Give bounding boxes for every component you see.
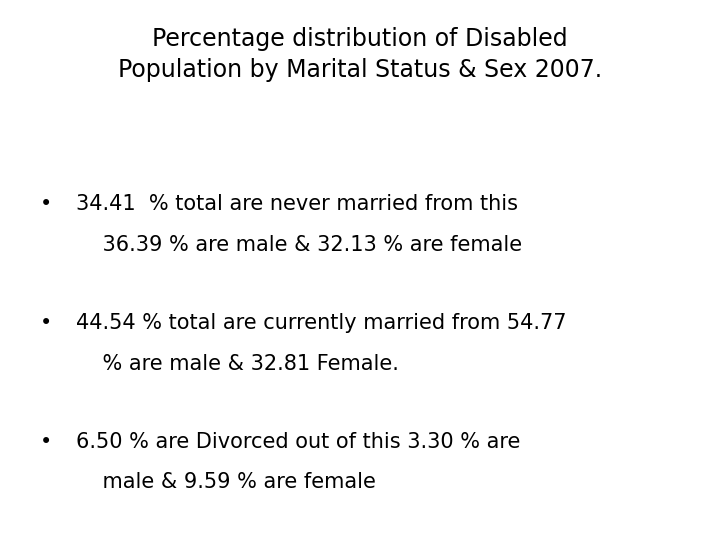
- Text: •: •: [40, 432, 52, 452]
- Text: •: •: [40, 194, 52, 214]
- Text: % are male & 32.81 Female.: % are male & 32.81 Female.: [76, 354, 398, 374]
- Text: 36.39 % are male & 32.13 % are female: 36.39 % are male & 32.13 % are female: [76, 235, 522, 255]
- Text: male & 9.59 % are female: male & 9.59 % are female: [76, 472, 375, 492]
- Text: Percentage distribution of Disabled
Population by Marital Status & Sex 2007.: Percentage distribution of Disabled Popu…: [118, 27, 602, 82]
- Text: 44.54 % total are currently married from 54.77: 44.54 % total are currently married from…: [76, 313, 566, 333]
- Text: •: •: [40, 313, 52, 333]
- Text: 6.50 % are Divorced out of this 3.30 % are: 6.50 % are Divorced out of this 3.30 % a…: [76, 432, 520, 452]
- Text: 34.41  % total are never married from this: 34.41 % total are never married from thi…: [76, 194, 518, 214]
